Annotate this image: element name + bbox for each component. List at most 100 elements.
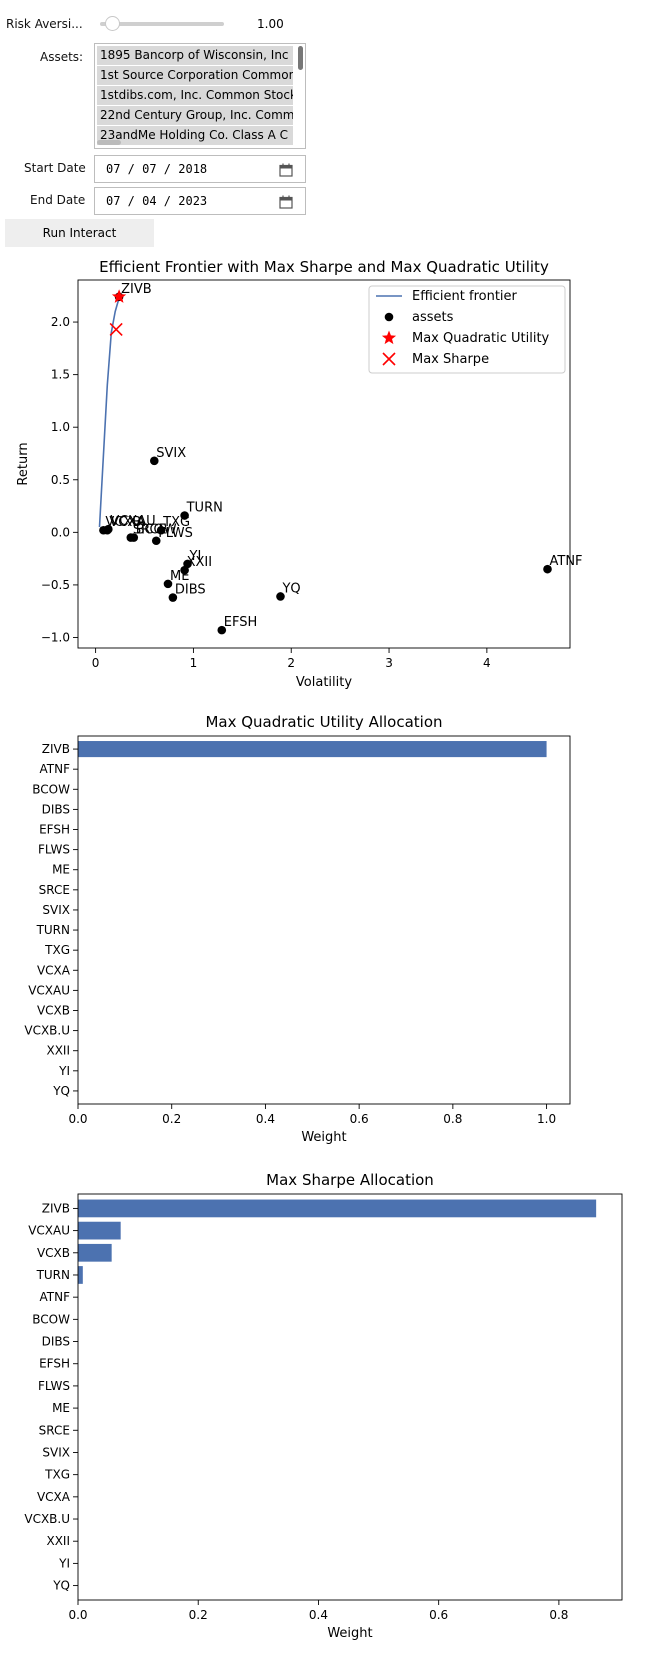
max-sharpe-marker: [109, 322, 123, 336]
allocation-bar: [78, 1199, 597, 1218]
legend-label: Efficient frontier: [412, 289, 518, 304]
asset-point: [217, 625, 227, 635]
asset-label: YI: [189, 549, 202, 564]
category-label: YQ: [52, 1579, 70, 1593]
asset-label: TURN: [186, 501, 223, 516]
category-label: DIBS: [42, 1335, 70, 1349]
x-axis-label: Volatility: [296, 675, 352, 690]
run-interact-button[interactable]: Run Interact: [5, 219, 154, 247]
category-label: BCOW: [32, 1312, 70, 1326]
asset-label: TXG: [162, 515, 190, 530]
horizontal-scrollbar[interactable]: [97, 140, 121, 145]
asset-label: SRCE: [133, 523, 167, 538]
calendar-icon[interactable]: [279, 163, 293, 177]
category-label: BCOW: [32, 782, 70, 796]
legend-box: [368, 285, 566, 374]
y-tick-label: −1.0: [41, 630, 70, 644]
y-tick-label: 0.0: [51, 525, 70, 539]
start-date-label: Start Date: [24, 161, 86, 175]
category-label: TURN: [36, 923, 70, 937]
risk-aversion-label: Risk Aversi...: [6, 17, 83, 31]
asset-label: EFSH: [224, 615, 257, 630]
asset-label: VCXB: [105, 515, 141, 530]
start-date-input[interactable]: 07 / 07 / 2018: [94, 155, 306, 183]
asset-label: BCOW: [136, 523, 177, 538]
x-tick-label: 0.2: [189, 1608, 208, 1622]
category-label: VCXB: [37, 1003, 70, 1017]
asset-label: VCXA: [109, 515, 145, 530]
legend-star-swatch: [381, 330, 397, 345]
x-tick-label: 0.2: [162, 1112, 181, 1126]
x-tick-label: 3: [385, 656, 393, 670]
asset-label: ATNF: [550, 554, 583, 569]
chart-title: Efficient Frontier with Max Sharpe and M…: [99, 258, 549, 276]
category-label: ME: [52, 863, 70, 877]
asset-point: [163, 579, 173, 589]
x-tick-label: 0.0: [68, 1608, 87, 1622]
category-label: DIBS: [42, 802, 70, 816]
x-tick-label: 0.8: [549, 1608, 568, 1622]
y-tick-label: 1.5: [51, 368, 70, 382]
slider-handle[interactable]: [105, 16, 121, 31]
category-label: ATNF: [40, 1290, 71, 1304]
max-sharpe-allocation-chart: Max Sharpe Allocation ZIVB VCXAU VCXB TURN AT…: [24, 1171, 623, 1641]
start-date-value: 07 / 07 / 2018: [106, 162, 208, 176]
asset-point: [129, 533, 139, 542]
legend-point-swatch: [384, 312, 394, 322]
category-label: YI: [58, 1556, 70, 1570]
assets-multiselect[interactable]: 1895 Bancorp of Wisconsin, Inc 1st Sourc…: [94, 43, 306, 149]
asset-point: [168, 593, 178, 602]
asset-label: YQ: [281, 581, 300, 596]
asset-label: XXII: [187, 555, 212, 570]
category-label: FLWS: [38, 1379, 70, 1393]
y-tick-label: −0.5: [41, 578, 70, 592]
x-tick-label: 0.6: [429, 1608, 448, 1622]
efficient-frontier-chart: Efficient Frontier with Max Sharpe and M…: [16, 258, 583, 690]
asset-label: SVIX: [156, 446, 186, 461]
category-label: SVIX: [42, 1445, 70, 1459]
asset-point: [156, 525, 166, 535]
category-label: YI: [58, 1064, 70, 1078]
end-date-label: End Date: [30, 193, 86, 207]
asset-label: FLWS: [158, 526, 193, 541]
x-axis-label: Weight: [301, 1130, 346, 1145]
asset-option[interactable]: 1stdibs.com, Inc. Common Stock: [97, 86, 293, 105]
category-label: TURN: [36, 1268, 70, 1282]
y-tick-label: 2.0: [51, 315, 70, 329]
asset-option[interactable]: 22nd Century Group, Inc. Comm: [97, 106, 293, 125]
category-label: SVIX: [42, 903, 70, 917]
asset-label: DIBS: [175, 583, 206, 598]
category-label: VCXB: [37, 1246, 70, 1260]
category-label: SRCE: [39, 1423, 70, 1437]
category-label: TXG: [44, 943, 70, 957]
asset-option[interactable]: 23andMe Holding Co. Class A C: [97, 126, 293, 145]
risk-aversion-slider[interactable]: [100, 22, 224, 26]
x-tick-label: 1.0: [537, 1112, 556, 1126]
asset-label: ZIVB: [121, 282, 152, 297]
allocation-bar: [78, 1243, 112, 1262]
category-label: TXG: [44, 1468, 70, 1482]
risk-aversion-value: 1.00: [257, 17, 284, 31]
allocation-bar: [78, 741, 547, 758]
x-tick-label: 1: [190, 656, 198, 670]
calendar-icon[interactable]: [279, 195, 293, 209]
category-label: EFSH: [39, 823, 70, 837]
category-label: VCXB.U: [24, 1024, 70, 1038]
x-tick-label: 0.4: [309, 1608, 328, 1622]
legend-label: Max Sharpe: [412, 352, 489, 367]
category-label: VCXA: [37, 1490, 71, 1504]
asset-point: [543, 564, 552, 574]
x-tick-label: 4: [483, 656, 491, 670]
asset-option[interactable]: 1st Source Corporation Common: [97, 66, 293, 85]
category-label: XXII: [46, 1534, 70, 1548]
max-quadratic-utility-allocation-chart: Max Quadratic Utility Allocation ZIVB ATNF…: [24, 713, 571, 1145]
x-tick-label: 0.8: [443, 1112, 462, 1126]
y-tick-label: 1.0: [51, 420, 70, 434]
end-date-value: 07 / 04 / 2023: [106, 194, 208, 208]
vertical-scrollbar[interactable]: [298, 46, 303, 70]
allocation-bar: [78, 1266, 83, 1284]
x-tick-label: 0: [92, 656, 100, 670]
end-date-input[interactable]: 07 / 04 / 2023: [94, 187, 306, 215]
asset-option[interactable]: 1895 Bancorp of Wisconsin, Inc: [97, 46, 293, 65]
asset-point: [104, 524, 113, 534]
